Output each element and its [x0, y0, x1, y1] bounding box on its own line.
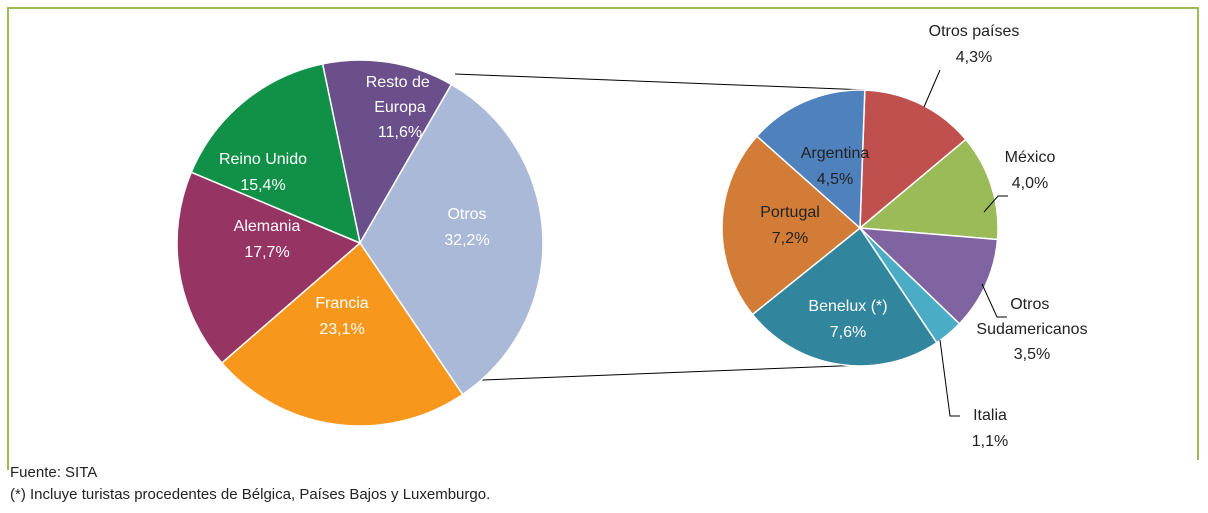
- value-label: 3,5%: [1014, 346, 1050, 363]
- footnote: (*) Incluye turistas procedentes de Bélg…: [10, 486, 490, 503]
- slice-label: Portugal: [760, 204, 820, 221]
- value-label: 7,2%: [772, 230, 808, 247]
- pie-slice: [176, 171, 362, 365]
- slice-label: México: [1005, 149, 1056, 166]
- label-line: Sudamericanos: [976, 321, 1087, 338]
- pie-slice: [859, 89, 967, 230]
- slice-label: Otros Sudamericanos: [976, 296, 1087, 338]
- value-label: 1,1%: [972, 433, 1008, 450]
- pie-slice: [755, 89, 866, 230]
- value-label: 23,1%: [319, 321, 364, 338]
- pie-slice: [321, 59, 453, 246]
- slice-label: Argentina: [801, 145, 870, 162]
- value-label: 4,3%: [956, 49, 992, 66]
- value-label: 32,2%: [444, 232, 489, 249]
- slice-label: Italia: [973, 407, 1007, 424]
- label-line: Otros: [1010, 296, 1054, 313]
- leader-line: [981, 283, 1007, 318]
- pie-slice: [751, 226, 938, 367]
- pie-slice: [190, 62, 362, 245]
- leader-line: [939, 339, 960, 417]
- value-label: 4,0%: [1012, 175, 1048, 192]
- value-label: 7,6%: [830, 324, 866, 341]
- leader-line: [983, 195, 1008, 213]
- pie-slice: [220, 241, 464, 427]
- slice-label: Resto de Europa: [366, 74, 434, 116]
- source-note: Fuente: SITA: [10, 464, 97, 481]
- slice-label: Benelux (*): [808, 298, 887, 315]
- label-line: Europa: [374, 99, 426, 116]
- value-label: 15,4%: [240, 177, 285, 194]
- value-label: 4,5%: [817, 171, 853, 188]
- pie-slice: [857, 227, 999, 325]
- slice-label: Otros: [447, 206, 486, 223]
- connector-line: [454, 73, 868, 91]
- frame: [7, 7, 1199, 470]
- slice-label: Reino Unido: [219, 151, 307, 168]
- slice-label: Francia: [315, 295, 368, 312]
- value-label: 11,6%: [378, 124, 422, 141]
- leader-line: [923, 69, 941, 108]
- pie-slice: [858, 138, 999, 241]
- connector-line: [456, 364, 866, 382]
- pie-slice: [721, 135, 862, 316]
- value-label: 17,7%: [244, 244, 289, 261]
- slice-label: Alemania: [234, 218, 301, 235]
- label-line: Resto de: [366, 74, 434, 91]
- pies: Resto de Europa 11,6% Otros 32,2% Francia 23,…: [176, 23, 1088, 450]
- pie-slice: [359, 83, 544, 396]
- slice-label: Otros países: [929, 23, 1020, 40]
